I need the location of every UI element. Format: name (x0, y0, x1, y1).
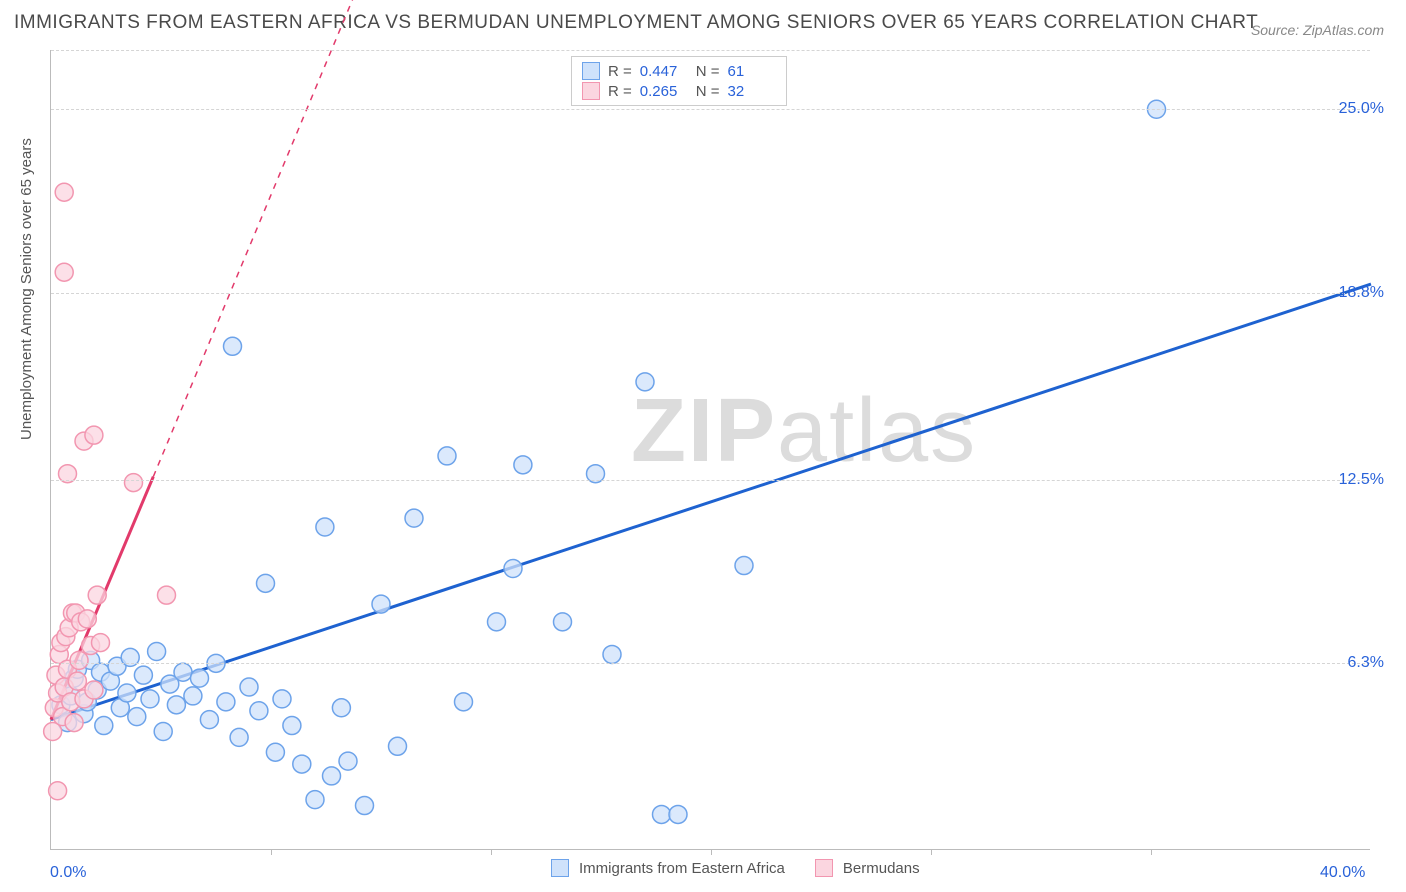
data-point (85, 426, 103, 444)
data-point (158, 586, 176, 604)
legend-series-name: Immigrants from Eastern Africa (579, 860, 785, 877)
y-tick-label: 12.5% (1339, 471, 1384, 489)
legend-r-value: 0.265 (640, 83, 688, 100)
data-point (217, 693, 235, 711)
data-point (405, 509, 423, 527)
data-point (200, 711, 218, 729)
legend-swatch (582, 62, 600, 80)
data-point (455, 693, 473, 711)
gridline (51, 480, 1370, 481)
data-point (184, 687, 202, 705)
data-point (316, 518, 334, 536)
legend-swatch (551, 859, 569, 877)
chart-title: IMMIGRANTS FROM EASTERN AFRICA VS BERMUD… (14, 12, 1258, 34)
data-point (92, 634, 110, 652)
regression-line (51, 284, 1371, 720)
data-point (488, 613, 506, 631)
data-point (372, 595, 390, 613)
y-axis-label: Unemployment Among Seniors over 65 years (18, 138, 35, 440)
data-point (504, 560, 522, 578)
legend-n-label: N = (696, 63, 720, 80)
y-tick-label: 18.8% (1339, 284, 1384, 302)
data-point (266, 743, 284, 761)
data-point (389, 737, 407, 755)
data-point (154, 722, 172, 740)
y-tick-label: 25.0% (1339, 100, 1384, 118)
data-point (735, 557, 753, 575)
data-point (332, 699, 350, 717)
data-point (438, 447, 456, 465)
legend-r-label: R = (608, 83, 632, 100)
data-point (125, 474, 143, 492)
data-point (514, 456, 532, 474)
data-point (323, 767, 341, 785)
x-tick-label: 40.0% (1320, 864, 1365, 882)
gridline (51, 663, 1370, 664)
data-point (257, 574, 275, 592)
data-point (70, 651, 88, 669)
data-point (339, 752, 357, 770)
data-point (224, 337, 242, 355)
data-point (250, 702, 268, 720)
correlation-legend: R = 0.447 N = 61 R = 0.265 N = 32 (571, 56, 787, 106)
y-tick-label: 6.3% (1348, 654, 1384, 672)
gridline (51, 50, 1370, 51)
legend-swatch (582, 82, 600, 100)
x-tick (711, 849, 712, 855)
gridline (51, 109, 1370, 110)
data-point (669, 805, 687, 823)
x-tick (491, 849, 492, 855)
data-point (293, 755, 311, 773)
data-point (554, 613, 572, 631)
legend-r-value: 0.447 (640, 63, 688, 80)
legend-swatch (815, 859, 833, 877)
data-point (191, 669, 209, 687)
data-point (128, 708, 146, 726)
data-point (273, 690, 291, 708)
data-point (118, 684, 136, 702)
x-tick (271, 849, 272, 855)
data-point (174, 663, 192, 681)
data-point (356, 797, 374, 815)
legend-n-label: N = (696, 83, 720, 100)
regression-line-dashed (153, 0, 430, 477)
data-point (306, 791, 324, 809)
x-tick (1151, 849, 1152, 855)
data-point (148, 642, 166, 660)
data-point (55, 183, 73, 201)
data-point (240, 678, 258, 696)
data-point (653, 805, 671, 823)
legend-series-name: Bermudans (843, 860, 920, 877)
plot-area: ZIPatlas R =0.447N =61R =0.265N =32 Immi… (50, 50, 1370, 850)
data-point (65, 714, 83, 732)
data-point (88, 586, 106, 604)
data-point (636, 373, 654, 391)
legend-n-value: 61 (728, 63, 776, 80)
data-point (78, 610, 96, 628)
data-point (55, 263, 73, 281)
data-point (49, 782, 67, 800)
data-point (230, 728, 248, 746)
legend-n-value: 32 (728, 83, 776, 100)
data-point (85, 681, 103, 699)
series-legend: Immigrants from Eastern Africa Bermudans (551, 859, 940, 877)
source-attribution: Source: ZipAtlas.com (1251, 22, 1384, 38)
data-point (95, 717, 113, 735)
data-point (68, 672, 86, 690)
data-point (167, 696, 185, 714)
x-tick-label: 0.0% (50, 864, 86, 882)
chart-svg (51, 50, 1370, 849)
x-tick (931, 849, 932, 855)
data-point (603, 645, 621, 663)
data-point (134, 666, 152, 684)
legend-row: R = 0.447 N = 61 (582, 61, 776, 81)
legend-row: R = 0.265 N = 32 (582, 81, 776, 101)
data-point (283, 717, 301, 735)
data-point (141, 690, 159, 708)
legend-r-label: R = (608, 63, 632, 80)
gridline (51, 293, 1370, 294)
